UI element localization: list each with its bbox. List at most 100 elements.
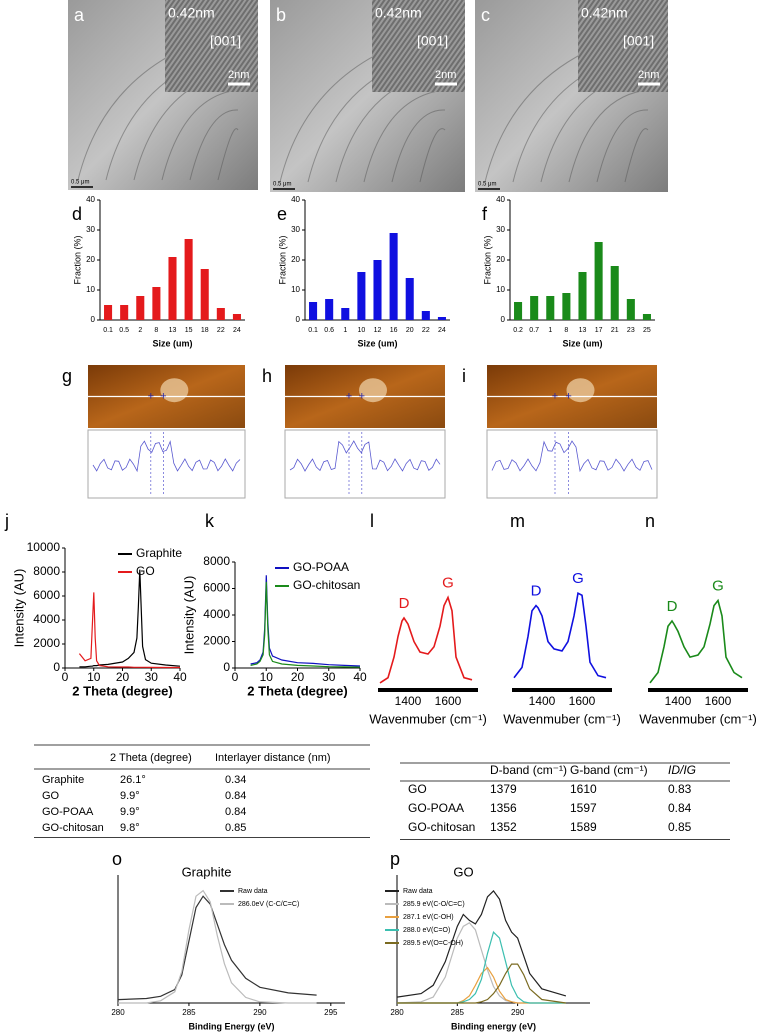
x-axis-label: Wavenmuber (cm⁻¹) — [369, 711, 487, 726]
panel-label: b — [276, 5, 286, 25]
chart-title: Graphite — [182, 864, 232, 879]
chart-title: GO — [453, 864, 473, 879]
series-line — [513, 591, 607, 679]
y-axis-label: Fraction (%) — [482, 235, 492, 284]
x-axis-label: Wavenmuber (cm⁻¹) — [639, 711, 757, 726]
peak-label: G — [712, 577, 724, 594]
table-cell: 0.84 — [225, 806, 246, 818]
x-tick-label: 24 — [438, 327, 446, 334]
x-tick-label: 22 — [422, 327, 430, 334]
series-line — [79, 569, 181, 668]
bar — [152, 287, 161, 320]
inset-spacing: 0.42nm — [581, 5, 628, 21]
bar — [216, 308, 225, 320]
bar — [120, 305, 129, 320]
inset-scale: 2nm — [228, 69, 249, 81]
table-cell: 0.85 — [668, 820, 692, 834]
table-cell: 1352 — [490, 820, 517, 834]
bar — [594, 242, 603, 320]
bar — [562, 293, 571, 320]
sheet-edge — [624, 128, 649, 183]
x-tick-label: 295 — [324, 1008, 338, 1017]
y-tick-label: 0 — [223, 660, 230, 674]
scale-label: 0.5 μm — [71, 180, 89, 186]
y-tick-label: 10 — [496, 285, 505, 294]
afm-marker: + — [148, 390, 154, 402]
legend-label: GO-chitosan — [293, 578, 360, 592]
table-header: D-band (cm⁻¹) — [490, 763, 567, 777]
scale-label: 0.5 μm — [273, 182, 291, 188]
y-tick-label: 0 — [53, 660, 60, 674]
peak-label: D — [399, 595, 410, 612]
sheet-edge — [189, 109, 239, 181]
y-tick-label: 4000 — [203, 607, 230, 621]
panel-label: a — [74, 5, 85, 25]
y-tick-label: 30 — [86, 225, 95, 234]
table-cell: 1356 — [490, 801, 517, 815]
x-axis-label: Size (um) — [562, 338, 602, 348]
y-tick-label: 10000 — [27, 540, 61, 554]
table-cell: 9.8° — [120, 822, 140, 834]
inset-image — [372, 0, 465, 92]
y-axis-label: Fraction (%) — [277, 235, 287, 284]
series-line — [379, 595, 473, 684]
x-tick-label: 0.5 — [119, 327, 129, 334]
x-axis-label: 2 Theta (degree) — [72, 683, 172, 698]
panel-label: j — [4, 511, 9, 531]
inset-image — [578, 0, 668, 92]
x-tick-label: 285 — [451, 1008, 465, 1017]
x-tick-label: 40 — [353, 670, 367, 684]
peak-label: D — [667, 598, 678, 615]
x-tick-label: 0 — [62, 670, 69, 684]
x-axis-label: Size (um) — [357, 338, 397, 348]
bar — [200, 269, 209, 320]
bar — [136, 296, 145, 320]
x-tick-label: 22 — [217, 327, 225, 334]
inset-scale: 2nm — [638, 69, 659, 81]
series-line — [118, 889, 317, 1004]
sheet-edge — [217, 128, 239, 181]
x-tick-label: 2 — [138, 327, 142, 334]
y-axis-label: Fraction (%) — [72, 235, 82, 284]
table-cell: 1610 — [570, 782, 597, 796]
peak-label: D — [531, 583, 542, 600]
table-cell: 1597 — [570, 801, 597, 815]
x-tick-label: 30 — [322, 670, 336, 684]
table-cell: 0.84 — [225, 790, 246, 802]
table-cell: 0.85 — [225, 822, 246, 834]
y-tick-label: 6000 — [33, 588, 60, 602]
afm-marker: + — [359, 390, 365, 402]
series-line — [250, 581, 361, 668]
y-tick-label: 10 — [291, 285, 300, 294]
x-tick-label: 0.1 — [308, 327, 318, 334]
sheet-edge — [596, 109, 649, 183]
x-tick-label: 13 — [579, 327, 587, 334]
panel-label: i — [462, 366, 466, 386]
y-tick-label: 40 — [291, 195, 300, 204]
y-axis-label: Intensity (AU) — [181, 576, 196, 655]
x-tick-label: 290 — [511, 1008, 525, 1017]
peak-label: G — [572, 570, 584, 587]
y-tick-label: 0 — [91, 315, 96, 324]
panel-label: f — [482, 204, 488, 224]
series-line — [78, 592, 180, 669]
y-tick-label: 20 — [86, 255, 95, 264]
x-tick-label: 24 — [233, 327, 241, 334]
x-tick-label: 20 — [291, 670, 305, 684]
panel-label: m — [510, 511, 525, 531]
x-tick-label: 285 — [182, 1008, 196, 1017]
inset-spacing: 0.42nm — [375, 5, 422, 21]
bar — [309, 302, 318, 320]
x-axis-label: Size (um) — [152, 338, 192, 348]
x-axis-label: Binding Energy (eV) — [188, 1021, 274, 1031]
sheet-edge — [568, 89, 649, 183]
x-tick-label: 13 — [169, 327, 177, 334]
inset-scale: 2nm — [435, 69, 456, 81]
afm-marker: + — [565, 390, 571, 402]
sheet-edge — [363, 89, 446, 183]
x-tick-label: 1600 — [435, 694, 462, 708]
x-tick-label: 1 — [548, 327, 552, 334]
bar — [184, 239, 193, 320]
bar — [546, 296, 555, 320]
legend-label: 289.5 eV(O=C-OH) — [403, 940, 463, 947]
